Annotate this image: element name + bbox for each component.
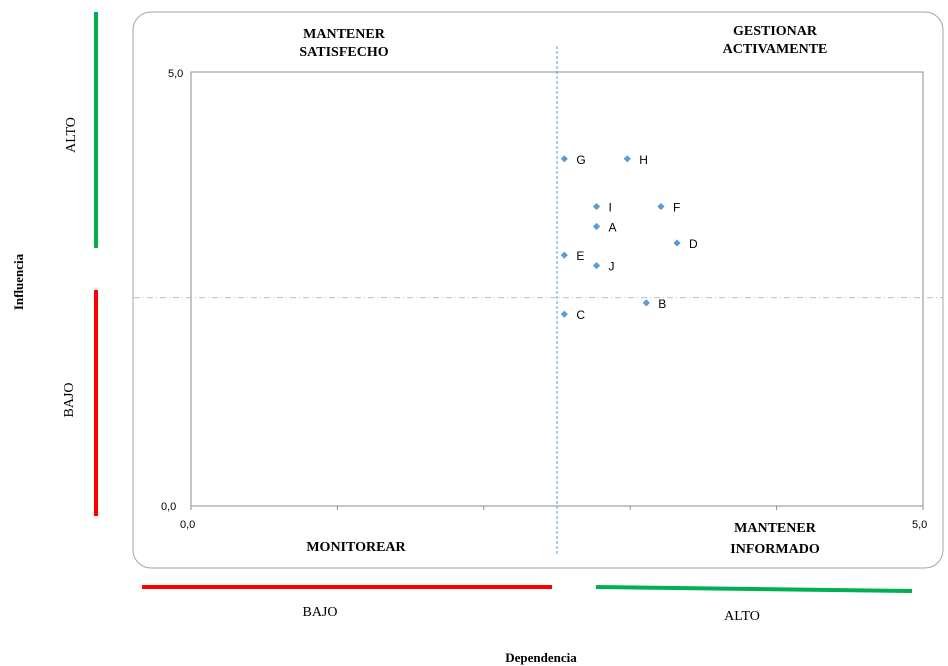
x-tick-label-min: 0,0 (180, 519, 195, 531)
data-label-c: C (576, 308, 585, 322)
chart-frame (132, 11, 944, 569)
data-label-a: A (609, 221, 617, 235)
data-label-f: F (673, 201, 680, 215)
data-point-i (592, 202, 601, 211)
quadrant-top-left-line1: MANTENER (303, 27, 386, 42)
data-point-e (560, 251, 568, 259)
data-label-d: D (689, 237, 698, 251)
data-label-i: I (609, 201, 612, 215)
data-label-e: E (576, 249, 584, 263)
data-label-g: G (576, 153, 585, 167)
y-axis-title: Influencia (11, 253, 26, 310)
data-point-c (560, 310, 568, 318)
data-label-h: H (639, 153, 648, 167)
data-label-j: J (609, 260, 615, 274)
data-points: G H I F A D E J B C (560, 153, 698, 322)
data-point-d (673, 239, 681, 247)
x-axis-title: Dependencia (505, 650, 577, 665)
data-point-h (623, 155, 631, 163)
quadrant-bottom-right-line2: INFORMADO (730, 542, 820, 557)
quadrant-bottom-right-line1: MANTENER (734, 521, 817, 536)
quadrant-top-left-line2: SATISFECHO (299, 45, 388, 60)
quadrant-bottom-left-line1: MONITOREAR (306, 540, 406, 555)
quadrant-top-right-line1: GESTIONAR (733, 24, 818, 39)
x-low-label: BAJO (302, 605, 337, 620)
data-point-f (657, 202, 665, 211)
x-axis-ticks (190, 506, 924, 510)
y-tick-label-min: 0,0 (161, 501, 176, 513)
data-point-b (642, 299, 650, 307)
data-label-b: B (658, 297, 666, 311)
quadrant-top-right-line2: ACTIVAMENTE (723, 42, 828, 57)
data-point-a (592, 222, 601, 231)
y-tick-label-max: 5,0 (168, 68, 183, 80)
y-low-label: BAJO (62, 382, 77, 417)
x-high-bar (595, 585, 913, 593)
data-point-j (592, 261, 601, 270)
data-point-g (560, 155, 568, 163)
y-high-label: ALTO (64, 117, 79, 153)
x-tick-label-max: 5,0 (912, 519, 927, 531)
x-high-label: ALTO (724, 609, 760, 624)
